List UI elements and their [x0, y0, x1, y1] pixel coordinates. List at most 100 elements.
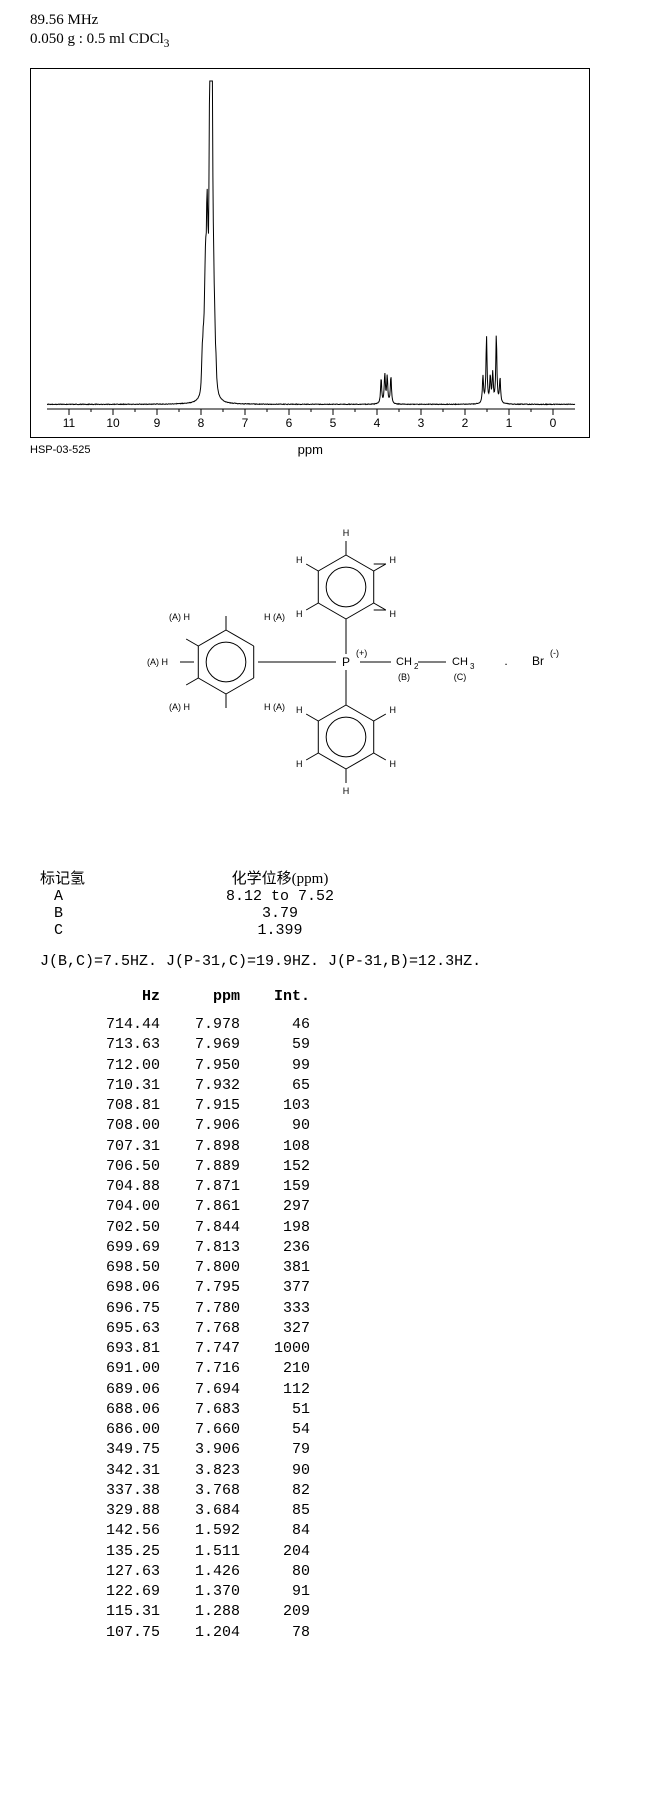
svg-text:Br: Br — [532, 654, 544, 668]
assignment-row: B3.79 — [40, 905, 622, 922]
peak-row: 698.507.800381 — [70, 1258, 622, 1278]
svg-text:(A) H: (A) H — [169, 612, 190, 622]
peak-ppm: 3.906 — [160, 1440, 240, 1460]
peak-int: 82 — [240, 1481, 310, 1501]
peak-header-int: Int. — [240, 988, 310, 1005]
peak-row: 698.067.795377 — [70, 1278, 622, 1298]
svg-text:H: H — [390, 555, 397, 565]
peak-ppm: 7.844 — [160, 1218, 240, 1238]
peak-int: 377 — [240, 1278, 310, 1298]
peak-hz: 710.31 — [70, 1076, 160, 1096]
peak-hz: 707.31 — [70, 1137, 160, 1157]
peak-ppm: 1.370 — [160, 1582, 240, 1602]
peak-hz: 708.81 — [70, 1096, 160, 1116]
peak-row: 706.507.889152 — [70, 1157, 622, 1177]
svg-text:H: H — [343, 528, 350, 538]
sample-id: HSP-03-525 — [30, 444, 91, 456]
header-sample-sub: 3 — [164, 38, 170, 50]
peak-ppm: 7.861 — [160, 1197, 240, 1217]
peak-hz: 698.06 — [70, 1278, 160, 1298]
peak-ppm: 1.592 — [160, 1521, 240, 1541]
peak-row: 122.691.37091 — [70, 1582, 622, 1602]
peak-row: 693.817.7471000 — [70, 1339, 622, 1359]
svg-text:H: H — [390, 759, 397, 769]
peak-hz: 337.38 — [70, 1481, 160, 1501]
peak-hz: 696.75 — [70, 1299, 160, 1319]
assign-label: A — [40, 888, 180, 905]
peak-ppm: 3.823 — [160, 1461, 240, 1481]
peak-row: 708.817.915103 — [70, 1096, 622, 1116]
svg-text:(A) H: (A) H — [147, 657, 168, 667]
peak-int: 84 — [240, 1521, 310, 1541]
chart-footer: HSP-03-525 ppm — [30, 442, 590, 457]
svg-text:6: 6 — [286, 416, 293, 430]
peak-ppm: 7.889 — [160, 1157, 240, 1177]
assignment-table: 标记氢 化学位移(ppm) A8.12 to 7.52B3.79C1.399 — [40, 867, 622, 939]
peak-hz: 704.88 — [70, 1177, 160, 1197]
svg-text:8: 8 — [198, 416, 205, 430]
peak-int: 90 — [240, 1116, 310, 1136]
assignment-row: C1.399 — [40, 922, 622, 939]
peak-int: 327 — [240, 1319, 310, 1339]
peak-ppm: 7.747 — [160, 1339, 240, 1359]
chemical-structure: HHHHHHHHHH(A) H(A) H(A) HH (A)H (A)P(+)C… — [86, 467, 566, 847]
peak-row: 702.507.844198 — [70, 1218, 622, 1238]
peak-hz: 691.00 — [70, 1359, 160, 1379]
peak-row: 699.697.813236 — [70, 1238, 622, 1258]
peak-hz: 122.69 — [70, 1582, 160, 1602]
peak-hz: 695.63 — [70, 1319, 160, 1339]
peak-hz: 342.31 — [70, 1461, 160, 1481]
peak-int: 46 — [240, 1015, 310, 1035]
nmr-spectrum-chart: 11109876543210 — [30, 68, 590, 438]
assign-label: C — [40, 922, 180, 939]
peak-row: 707.317.898108 — [70, 1137, 622, 1157]
svg-text:CH: CH — [396, 656, 412, 668]
peak-row: 708.007.90690 — [70, 1116, 622, 1136]
peak-ppm: 7.898 — [160, 1137, 240, 1157]
peak-int: 103 — [240, 1096, 310, 1116]
peak-row: 135.251.511204 — [70, 1542, 622, 1562]
peak-int: 381 — [240, 1258, 310, 1278]
assign-header-2: 化学位移(ppm) — [180, 867, 380, 888]
svg-text:H: H — [343, 786, 350, 796]
peak-int: 51 — [240, 1400, 310, 1420]
peak-hz: 689.06 — [70, 1380, 160, 1400]
peak-ppm: 7.813 — [160, 1238, 240, 1258]
peak-hz: 115.31 — [70, 1602, 160, 1622]
peak-hz: 706.50 — [70, 1157, 160, 1177]
peak-row: 704.887.871159 — [70, 1177, 622, 1197]
peak-int: 159 — [240, 1177, 310, 1197]
svg-text:H: H — [296, 555, 303, 565]
peak-int: 297 — [240, 1197, 310, 1217]
svg-text:7: 7 — [242, 416, 249, 430]
svg-text:CH: CH — [452, 656, 468, 668]
peak-int: 91 — [240, 1582, 310, 1602]
peak-int: 80 — [240, 1562, 310, 1582]
peak-int: 108 — [240, 1137, 310, 1157]
peak-ppm: 7.716 — [160, 1359, 240, 1379]
peak-hz: 699.69 — [70, 1238, 160, 1258]
peak-int: 78 — [240, 1623, 310, 1643]
peak-int: 65 — [240, 1076, 310, 1096]
svg-text:2: 2 — [414, 662, 419, 671]
peak-row: 337.383.76882 — [70, 1481, 622, 1501]
svg-text:H: H — [390, 705, 397, 715]
svg-text:H (A): H (A) — [264, 702, 285, 712]
svg-text:3: 3 — [418, 416, 425, 430]
peak-int: 198 — [240, 1218, 310, 1238]
svg-text:1: 1 — [506, 416, 513, 430]
peak-int: 99 — [240, 1056, 310, 1076]
svg-text:(C): (C) — [454, 672, 467, 682]
peak-hz: 693.81 — [70, 1339, 160, 1359]
peak-row: 704.007.861297 — [70, 1197, 622, 1217]
svg-text:2: 2 — [462, 416, 469, 430]
peak-hz: 135.25 — [70, 1542, 160, 1562]
peak-row: 710.317.93265 — [70, 1076, 622, 1096]
peak-ppm: 1.426 — [160, 1562, 240, 1582]
x-axis-label: ppm — [91, 442, 530, 457]
peak-row: 689.067.694112 — [70, 1380, 622, 1400]
peak-hz: 142.56 — [70, 1521, 160, 1541]
peak-int: 1000 — [240, 1339, 310, 1359]
svg-text:11: 11 — [63, 416, 76, 430]
coupling-constants: J(B,C)=7.5HZ. J(P-31,C)=19.9HZ. J(P-31,B… — [40, 953, 622, 970]
